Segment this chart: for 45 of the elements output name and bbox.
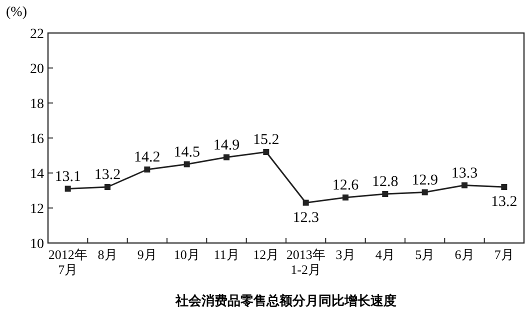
point: [302, 200, 309, 206]
x-tick-label: 4月: [375, 247, 395, 262]
x-tick-label: 8月: [98, 247, 118, 262]
data-label: 13.3: [451, 165, 478, 182]
point: [342, 194, 348, 200]
point: [64, 186, 71, 192]
point: [382, 191, 388, 197]
data-label: 13.1: [54, 168, 81, 185]
data-label: 14.9: [213, 137, 240, 154]
x-tick-label: 2012年 7月: [48, 247, 88, 277]
y-tick-label: 14: [30, 167, 44, 182]
point: [224, 154, 230, 160]
data-label: 15.2: [253, 132, 280, 148]
data-label: 13.2: [491, 194, 518, 210]
y-tick-label: 12: [30, 202, 44, 217]
point: [462, 182, 468, 188]
point: [501, 184, 508, 190]
x-tick-label: 2013年 1-2月: [286, 247, 326, 277]
data-label: 14.5: [174, 144, 200, 160]
y-tick-label: 10: [30, 237, 44, 252]
y-tick-label: 18: [30, 97, 44, 112]
y-tick-label: 22: [30, 27, 44, 42]
y-axis-title: (%): [6, 5, 28, 20]
x-tick-label: 7月: [494, 247, 514, 262]
data-label: 14.2: [134, 150, 160, 166]
point: [422, 189, 428, 196]
data-label: 12.8: [372, 174, 398, 190]
data-label: 13.2: [94, 167, 121, 183]
data-label: 12.9: [412, 172, 438, 188]
point: [144, 166, 150, 172]
point: [104, 184, 110, 190]
data-label: 12.3: [292, 210, 319, 226]
x-tick-label: 12月: [253, 247, 280, 262]
x-tick-label: 10月: [174, 247, 200, 262]
x-tick-label: 5月: [415, 247, 435, 262]
x-tick-label: 11月: [214, 247, 240, 262]
text: 社会消费品零售总额分月同比增长速度: [174, 293, 396, 309]
data-label: 12.6: [332, 178, 360, 194]
x-tick-label: 9月: [137, 247, 157, 262]
x-tick-label: 6月: [454, 247, 474, 262]
x-tick-label: 3月: [336, 247, 356, 262]
y-tick-label: 20: [30, 62, 44, 77]
y-tick-label: 16: [30, 132, 44, 147]
point: [184, 161, 190, 168]
point: [263, 149, 270, 155]
